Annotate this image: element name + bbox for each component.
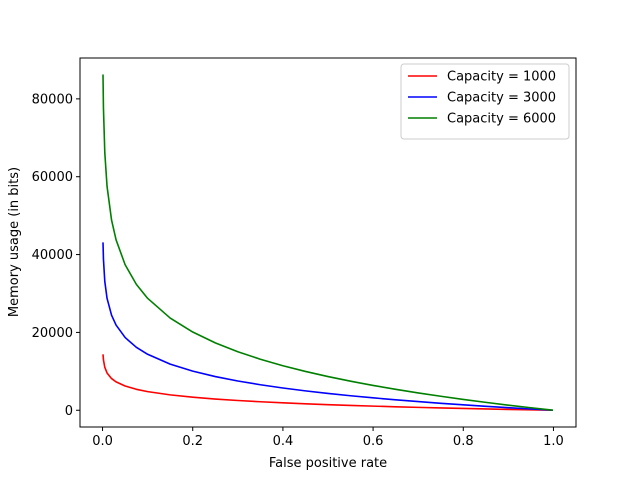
legend-label: Capacity = 6000	[447, 112, 556, 127]
axes-frame	[79, 57, 577, 428]
y-axis-label: Memory usage (in bits)	[7, 167, 22, 317]
y-tick-label: 0	[65, 404, 73, 419]
series-line-2	[102, 242, 554, 412]
series-layer	[102, 74, 554, 412]
legend-box	[400, 63, 570, 140]
y-axis-ticks: 0 20000 40000 60000 80000	[32, 92, 80, 419]
x-tick-label: 0.4	[273, 434, 294, 449]
x-tick-label: 0.8	[453, 434, 474, 449]
x-tick-label: 0.2	[182, 434, 203, 449]
x-tick-label: 0.6	[363, 434, 384, 449]
legend: Capacity = 1000 Capacity = 3000 Capacity =…	[400, 63, 570, 140]
y-tick-label: 40000	[32, 248, 73, 263]
x-tick-label: 1.0	[543, 434, 564, 449]
y-tick-label: 20000	[32, 326, 73, 341]
legend-label: Capacity = 1000	[447, 70, 556, 85]
y-tick-label: 80000	[32, 92, 73, 107]
x-axis-ticks: 0.0 0.2 0.4 0.6 0.8 1.0	[92, 427, 564, 449]
x-tick-label: 0.0	[92, 434, 113, 449]
legend-label: Capacity = 3000	[447, 91, 556, 106]
x-axis-label: False positive rate	[269, 456, 387, 471]
series-line-3	[102, 74, 554, 412]
series-line-1	[102, 354, 554, 412]
y-tick-label: 60000	[32, 170, 73, 185]
